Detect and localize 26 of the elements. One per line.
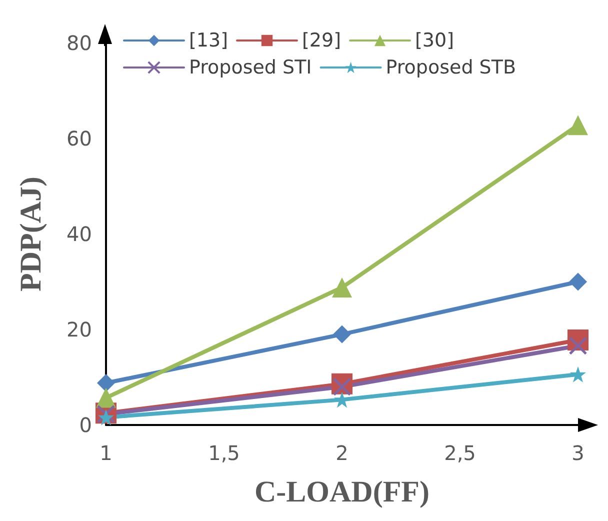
point bbox=[332, 378, 352, 396]
y-tick-label: 60 bbox=[66, 126, 92, 150]
x-tick-label: 1,5 bbox=[208, 441, 240, 465]
y-tick-label: 80 bbox=[66, 31, 92, 55]
point bbox=[333, 325, 351, 344]
y-tick-label: 20 bbox=[66, 318, 92, 342]
legend-label: [30] bbox=[415, 30, 454, 52]
x-tick-label: 3 bbox=[572, 441, 584, 465]
legend-label: [29] bbox=[302, 30, 342, 52]
legend-label: Proposed STI bbox=[189, 56, 312, 78]
point bbox=[568, 115, 588, 136]
x-tick-label: 2,5 bbox=[444, 441, 476, 465]
point bbox=[97, 374, 115, 392]
legend-label: [13] bbox=[189, 30, 228, 52]
point bbox=[332, 277, 352, 298]
point bbox=[570, 366, 586, 382]
y-tick-label: 40 bbox=[66, 222, 92, 246]
y-axis-title: PDP(AJ) bbox=[14, 176, 48, 292]
x-tick-label: 2 bbox=[336, 441, 348, 465]
point bbox=[568, 336, 588, 355]
point bbox=[96, 388, 116, 408]
x-tick-label: 1 bbox=[100, 441, 112, 465]
point bbox=[569, 272, 587, 291]
y-tick-label: 0 bbox=[79, 413, 92, 437]
legend-label: Proposed STB bbox=[386, 56, 516, 78]
x-axis-title: C-LOAD(FF) bbox=[254, 476, 430, 508]
